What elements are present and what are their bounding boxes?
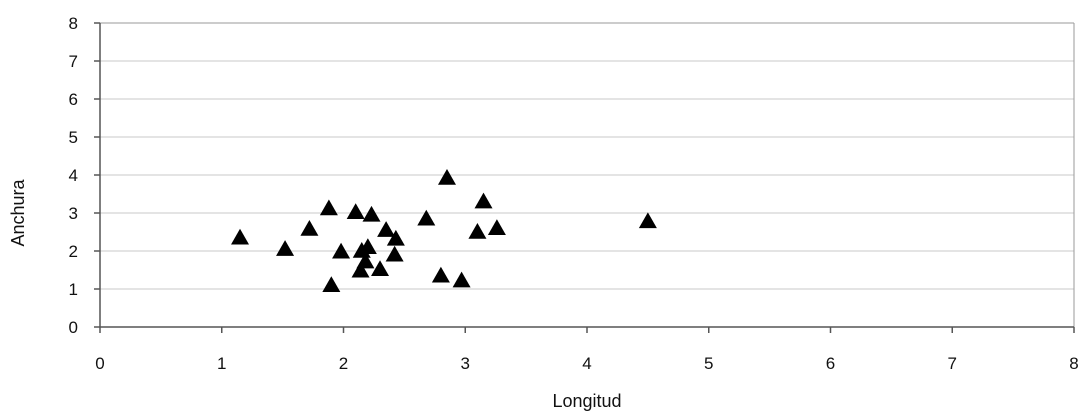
y-tick-label-0: 0 bbox=[69, 318, 78, 337]
data-point-15 bbox=[385, 245, 404, 262]
x-tick-label-3: 3 bbox=[461, 354, 470, 373]
data-point-18 bbox=[431, 266, 450, 283]
data-point-24 bbox=[638, 212, 657, 229]
data-point-20 bbox=[452, 271, 471, 288]
x-tick-label-5: 5 bbox=[704, 354, 713, 373]
x-axis-title: Longitud bbox=[552, 391, 621, 411]
data-point-2 bbox=[276, 240, 295, 256]
data-points bbox=[231, 169, 657, 292]
x-axis-ticks: 0 1 2 3 4 5 6 7 8 bbox=[95, 327, 1079, 373]
data-point-11 bbox=[358, 238, 377, 254]
data-point-13 bbox=[371, 260, 390, 276]
y-axis-ticks: 0 1 2 3 4 5 6 7 8 bbox=[69, 14, 100, 337]
x-tick-label-4: 4 bbox=[582, 354, 591, 373]
x-tick-label-8: 8 bbox=[1069, 354, 1078, 373]
y-tick-label-1: 1 bbox=[69, 280, 78, 299]
x-tick-label-0: 0 bbox=[95, 354, 104, 373]
y-tick-label-2: 2 bbox=[69, 242, 78, 261]
y-tick-label-8: 8 bbox=[69, 14, 78, 33]
data-point-17 bbox=[417, 209, 436, 226]
data-point-21 bbox=[468, 223, 487, 239]
data-point-7 bbox=[346, 203, 365, 219]
data-point-16 bbox=[386, 229, 405, 246]
y-axis-title: Anchura bbox=[8, 178, 28, 246]
grid-lines bbox=[100, 22, 1074, 290]
y-tick-label-3: 3 bbox=[69, 204, 78, 223]
x-tick-label-1: 1 bbox=[217, 354, 226, 373]
data-point-5 bbox=[322, 276, 341, 292]
y-tick-label-4: 4 bbox=[69, 166, 78, 185]
x-tick-label-2: 2 bbox=[339, 354, 348, 373]
y-tick-label-6: 6 bbox=[69, 90, 78, 109]
y-tick-label-5: 5 bbox=[69, 128, 78, 147]
data-point-6 bbox=[332, 242, 351, 259]
data-point-1 bbox=[231, 228, 250, 245]
y-tick-label-7: 7 bbox=[69, 52, 78, 71]
data-point-14 bbox=[377, 221, 396, 237]
data-point-10 bbox=[356, 252, 375, 269]
data-point-3 bbox=[300, 219, 319, 236]
data-point-22 bbox=[474, 192, 493, 209]
x-tick-label-6: 6 bbox=[826, 354, 835, 373]
data-point-4 bbox=[319, 199, 338, 216]
data-point-19 bbox=[437, 169, 456, 185]
x-tick-label-7: 7 bbox=[948, 354, 957, 373]
data-point-23 bbox=[487, 219, 506, 235]
data-point-8 bbox=[351, 261, 370, 278]
data-point-12 bbox=[362, 205, 381, 222]
